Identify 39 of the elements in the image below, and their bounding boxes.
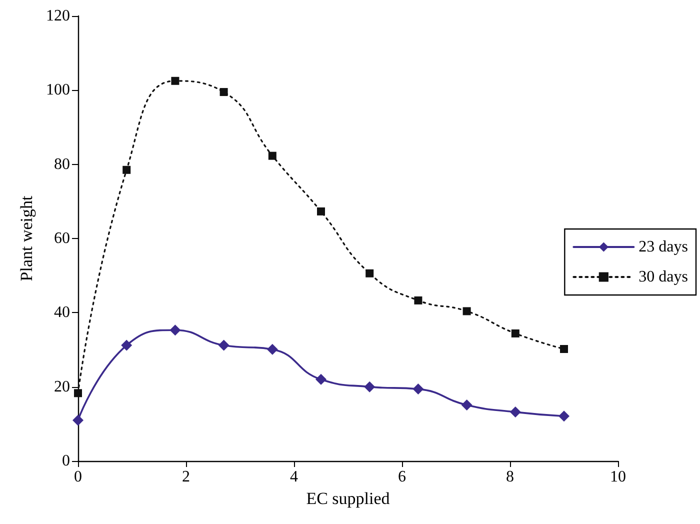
y-axis-title: Plant weight [17,195,36,282]
point [218,340,230,351]
y-tick-label: 100 [46,82,70,99]
point [171,76,180,85]
point [74,389,82,398]
x-tick-label: 6 [398,468,406,486]
y-tick-label: 40 [54,304,70,322]
point [462,307,471,316]
point [511,329,520,338]
legend-label: 23 days [638,238,688,256]
y-tick-label: 80 [54,156,70,173]
point [170,324,181,336]
x-tick-label: 8 [506,468,514,486]
point [266,344,278,355]
x-tick-label: 4 [290,468,298,486]
point [72,414,84,426]
point [560,345,568,354]
y-tick-label: 120 [46,8,70,24]
point [461,400,472,411]
point [316,374,326,385]
y-tick-label: 60 [54,230,70,247]
y-tick-label: 0 [62,452,70,470]
x-tick-label: 2 [182,468,190,486]
point [317,207,325,216]
point [412,384,424,395]
x-axis-title: EC supplied [306,488,390,508]
point [366,269,374,278]
point [121,340,132,351]
x-tick-label: 10 [610,468,626,486]
point [268,152,276,160]
point [364,381,376,392]
x-tick-label: 0 [74,468,82,486]
point [220,88,228,96]
point [510,406,521,418]
y-tick-label: 20 [54,378,70,396]
point [558,410,570,422]
legend-label: 30 days [638,268,688,286]
point [414,296,422,304]
point [122,166,131,174]
